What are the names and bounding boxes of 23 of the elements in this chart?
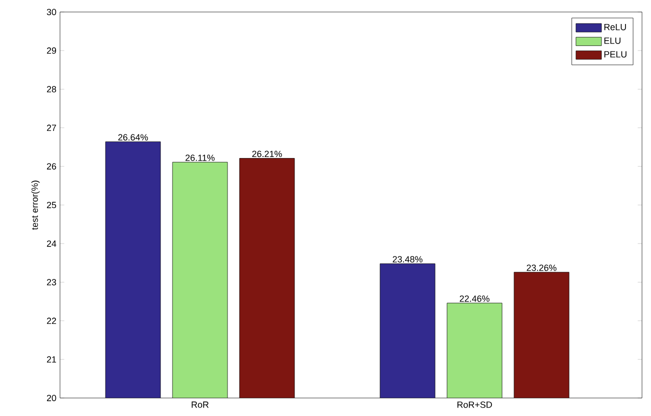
y-tick-label: 27 <box>46 124 56 131</box>
x-tick-label: RoR+SD <box>457 402 492 408</box>
x-tick-label: RoR <box>192 402 209 408</box>
data-label: 23.48% <box>392 256 422 262</box>
data-label: 26.21% <box>252 150 282 158</box>
y-tick-label: 26 <box>46 163 56 170</box>
y-tick-label: 24 <box>46 240 56 247</box>
y-tick-label: 30 <box>46 8 56 16</box>
legend-label: ReLU <box>604 24 626 30</box>
y-axis-title: test error(%) <box>31 180 40 230</box>
y-tick-label: 21 <box>46 356 56 363</box>
y-tick-label: 25 <box>46 202 56 208</box>
legend-label: PELU <box>604 51 626 58</box>
data-label: 22.46% <box>460 295 490 302</box>
y-tick-label: 22 <box>46 318 56 324</box>
data-label: 23.26% <box>526 264 556 271</box>
data-label: 26.64% <box>118 134 148 141</box>
y-tick-label: 28 <box>46 86 56 92</box>
data-label: 26.11% <box>186 154 215 161</box>
y-tick-label: 20 <box>46 394 56 402</box>
y-tick-label: 23 <box>46 279 56 286</box>
legend-label: ELU <box>604 38 620 44</box>
y-tick-label: 29 <box>46 47 56 54</box>
